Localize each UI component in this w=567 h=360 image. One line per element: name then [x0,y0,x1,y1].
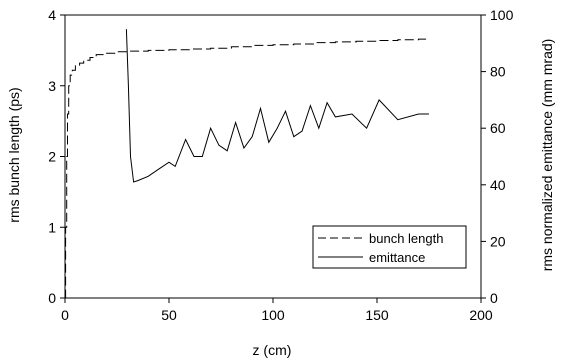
y-left-tick-label: 3 [48,78,56,94]
legend-label-emittance: emittance [369,250,425,265]
y-right-tick-label: 20 [490,233,506,249]
series-line-bunch-length [65,38,430,299]
y-right-tick-label: 0 [490,290,498,306]
y-left-tick-label: 4 [48,7,56,23]
x-tick-label: 200 [469,307,493,323]
series-line-emittance [125,29,429,183]
x-tick-label: 100 [261,307,285,323]
legend-box [312,225,467,269]
y-axis-label-left: rms bunch length (ps) [6,87,22,222]
x-tick-label: 150 [365,307,389,323]
x-tick-label: 0 [61,307,69,323]
y-left-tick-label: 1 [48,219,56,235]
y-right-tick-label: 80 [490,64,506,80]
x-axis-label: z (cm) [253,342,292,358]
legend-label-bunch-length: bunch length [369,231,443,246]
x-tick-label: 50 [161,307,177,323]
y-axis-label-right: rms normalized emittance (mm mrad) [539,39,555,272]
y-left-tick-label: 2 [48,149,56,165]
y-left-tick-label: 0 [48,290,56,306]
y-right-tick-label: 40 [490,177,506,193]
legend: bunch length emittance [312,225,467,269]
y-right-tick-label: 100 [490,7,514,23]
y-right-tick-label: 60 [490,120,506,136]
plot-area [65,29,430,299]
